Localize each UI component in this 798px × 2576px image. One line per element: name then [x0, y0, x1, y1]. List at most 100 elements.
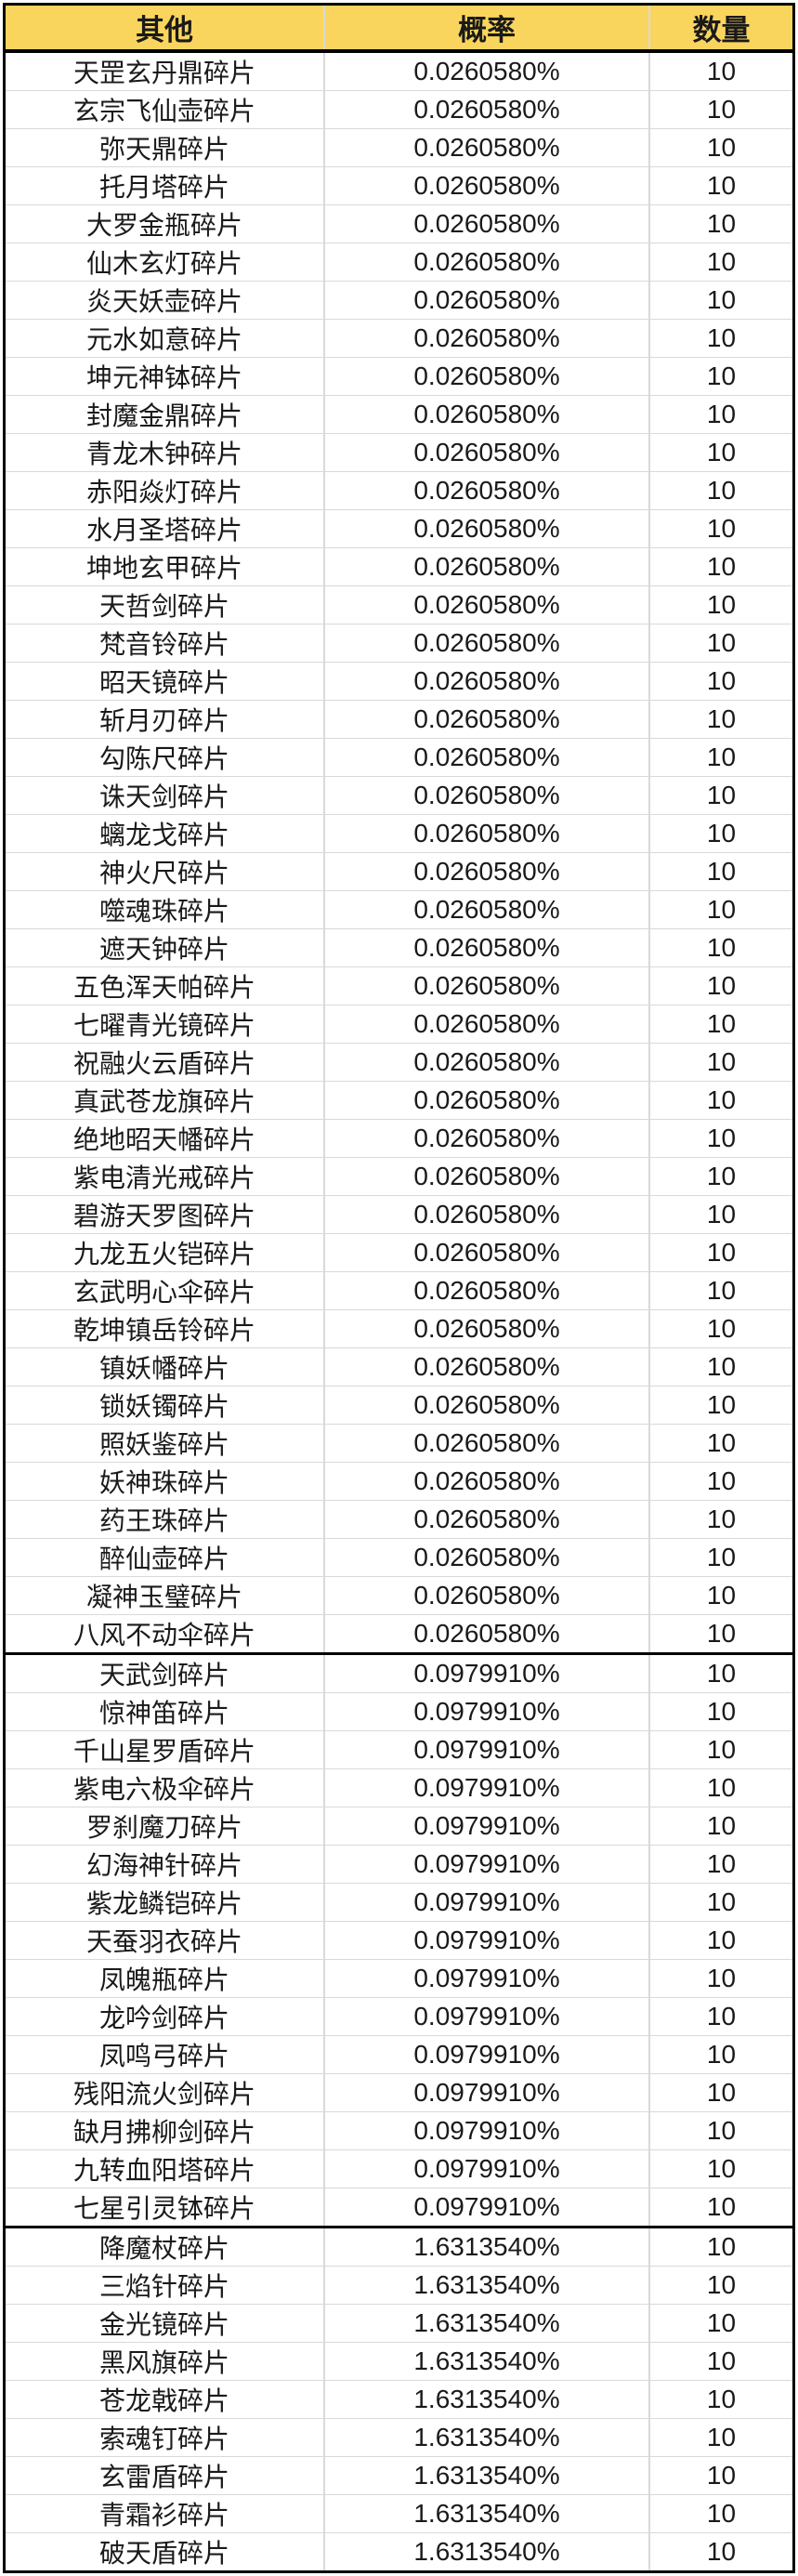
item-name-cell: 九龙五火铠碎片 — [6, 1233, 324, 1272]
item-name-cell: 凤魄瓶碎片 — [6, 1959, 324, 1998]
quantity-cell: 10 — [648, 1883, 792, 1922]
item-name-cell: 碧游天罗图碎片 — [6, 1195, 324, 1234]
probability-cell: 0.0979910% — [323, 2188, 649, 2228]
probability-cell: 0.0260580% — [323, 1500, 649, 1539]
item-name-cell: 绝地昭天幡碎片 — [6, 1119, 324, 1158]
table-row: 神火尺碎片 0.0260580% 10 — [6, 852, 792, 891]
quantity-cell: 10 — [648, 2073, 792, 2112]
quantity-cell: 10 — [648, 814, 792, 853]
table-row: 锁妖镯碎片 0.0260580% 10 — [6, 1386, 792, 1425]
probability-cell: 0.0260580% — [323, 433, 649, 472]
item-name-cell: 幻海神针碎片 — [6, 1845, 324, 1884]
probability-cell: 0.0260580% — [323, 509, 649, 548]
probability-cell: 0.0260580% — [323, 319, 649, 358]
quantity-cell: 10 — [648, 1309, 792, 1348]
table-row: 七曜青光镜碎片 0.0260580% 10 — [6, 1005, 792, 1044]
probability-cell: 0.0979910% — [323, 2149, 649, 2188]
probability-cell: 0.0260580% — [323, 547, 649, 586]
quantity-cell: 10 — [648, 1730, 792, 1769]
table-row: 金光镜碎片 1.6313540% 10 — [6, 2304, 792, 2343]
item-name-cell: 七星引灵钵碎片 — [6, 2188, 324, 2228]
quantity-cell: 10 — [648, 1614, 792, 1655]
probability-cell: 0.0260580% — [323, 700, 649, 739]
item-name-cell: 封魔金鼎碎片 — [6, 395, 324, 434]
quantity-cell: 10 — [648, 624, 792, 663]
item-name-cell: 玄武明心伞碎片 — [6, 1271, 324, 1310]
table-row: 玄雷盾碎片 1.6313540% 10 — [6, 2456, 792, 2495]
probability-cell: 0.0979910% — [323, 2035, 649, 2074]
table-row: 托月塔碎片 0.0260580% 10 — [6, 166, 792, 205]
item-name-cell: 破天盾碎片 — [98, 2539, 229, 2568]
item-name-cell: 七曜青光镜碎片 — [6, 1005, 324, 1044]
item-name-cell: 托月塔碎片 — [6, 166, 324, 205]
table-row: 勾陈尺碎片 0.0260580% 10 — [6, 738, 792, 777]
probability-table-container: 其他 概率 数量 天罡玄丹鼎碎片 0.0260580% 10 玄宗飞仙壶碎片 0.026… — [3, 3, 795, 2573]
table-row: 封魔金鼎碎片 0.0260580% 10 — [6, 395, 792, 434]
table-row: 祝融火云盾碎片 0.0260580% 10 — [6, 1043, 792, 1082]
table-row: 破天盾碎片 1.6313540% 10 — [6, 2532, 792, 2570]
item-name-cell: 降魔杖碎片 — [6, 2227, 324, 2267]
quantity-cell: 10 — [648, 2304, 792, 2343]
item-name-cell: 坤元神钵碎片 — [6, 357, 324, 396]
quantity-cell: 10 — [648, 1538, 792, 1577]
item-name-cell: 梵音铃碎片 — [6, 624, 324, 663]
probability-cell: 0.0260580% — [323, 928, 649, 967]
item-name-cell: 妖神珠碎片 — [6, 1462, 324, 1501]
table-row: 药王珠碎片 0.0260580% 10 — [6, 1500, 792, 1539]
table-row: 妖神珠碎片 0.0260580% 10 — [6, 1462, 792, 1501]
table-row: 紫电六极伞碎片 0.0979910% 10 — [6, 1768, 792, 1807]
item-name-cell: 八风不动伞碎片 — [6, 1614, 324, 1655]
probability-cell: 0.0260580% — [323, 1043, 649, 1082]
quantity-cell: 10 — [648, 166, 792, 205]
probability-cell: 0.0979910% — [323, 1921, 649, 1960]
probability-cell: 1.6313540% — [323, 2380, 649, 2419]
table-row: 残阳流火剑碎片 0.0979910% 10 — [6, 2073, 792, 2112]
table-row: 天武剑碎片 0.0979910% 10 — [6, 1653, 792, 1693]
item-name-cell: 天罡玄丹鼎碎片 — [6, 51, 324, 91]
quantity-cell: 10 — [648, 1043, 792, 1082]
quantity-cell: 10 — [648, 738, 792, 777]
table-row: 天罡玄丹鼎碎片 0.0260580% 10 — [6, 51, 792, 91]
table-row: 凝神玉璧碎片 0.0260580% 10 — [6, 1576, 792, 1615]
item-name-cell: 祝融火云盾碎片 — [6, 1043, 324, 1082]
quantity-cell: 10 — [648, 1005, 792, 1044]
probability-cell: 0.0260580% — [323, 585, 649, 624]
item-name-cell: 药王珠碎片 — [6, 1500, 324, 1539]
table-row: 梵音铃碎片 0.0260580% 10 — [6, 624, 792, 663]
quantity-cell: 10 — [648, 2266, 792, 2305]
quantity-cell: 10 — [648, 966, 792, 1005]
item-name-cell: 水月圣塔碎片 — [6, 509, 324, 548]
table-row: 螭龙戈碎片 0.0260580% 10 — [6, 814, 792, 853]
table-row: 大罗金瓶碎片 0.0260580% 10 — [6, 204, 792, 243]
quantity-cell: 10 — [648, 243, 792, 282]
probability-cell: 0.0260580% — [323, 1538, 649, 1577]
table-row: 炎天妖壶碎片 0.0260580% 10 — [6, 281, 792, 320]
item-name-cell: 九转血阳塔碎片 — [6, 2149, 324, 2188]
table-row: 天蚕羽衣碎片 0.0979910% 10 — [6, 1921, 792, 1960]
item-name-cell: 黑风旗碎片 — [6, 2342, 324, 2381]
quantity-cell: 10 — [648, 1653, 792, 1693]
probability-cell: 0.0979910% — [323, 1692, 649, 1731]
item-name-cell: 紫电六极伞碎片 — [6, 1768, 324, 1807]
probability-cell: 0.0979910% — [323, 1883, 649, 1922]
quantity-cell: 10 — [648, 281, 792, 320]
table-row: 九转血阳塔碎片 0.0979910% 10 — [6, 2149, 792, 2188]
probability-cell: 1.6313540% — [323, 2418, 649, 2457]
item-name-cell: 坤地玄甲碎片 — [6, 547, 324, 586]
item-name-cell: 仙木玄灯碎片 — [6, 243, 324, 282]
quantity-cell: 10 — [648, 2111, 792, 2150]
quantity-cell: 10 — [648, 1997, 792, 2036]
quantity-cell: 10 — [648, 890, 792, 929]
table-body: 天罡玄丹鼎碎片 0.0260580% 10 玄宗飞仙壶碎片 0.0260580% 10 弥天… — [6, 51, 792, 2570]
table-row: 醉仙壶碎片 0.0260580% 10 — [6, 1538, 792, 1577]
table-row: 七星引灵钵碎片 0.0979910% 10 — [6, 2188, 792, 2228]
item-name-cell: 照妖鉴碎片 — [6, 1424, 324, 1463]
quantity-cell: 10 — [648, 1119, 792, 1158]
quantity-cell: 10 — [648, 357, 792, 396]
item-name-cell: 锁妖镯碎片 — [6, 1386, 324, 1425]
item-name-cell: 噬魂珠碎片 — [6, 890, 324, 929]
probability-cell: 0.0260580% — [323, 776, 649, 815]
header-quantity-column: 数量 — [648, 6, 792, 53]
probability-cell: 0.0260580% — [323, 624, 649, 663]
table-row: 九龙五火铠碎片 0.0260580% 10 — [6, 1233, 792, 1272]
